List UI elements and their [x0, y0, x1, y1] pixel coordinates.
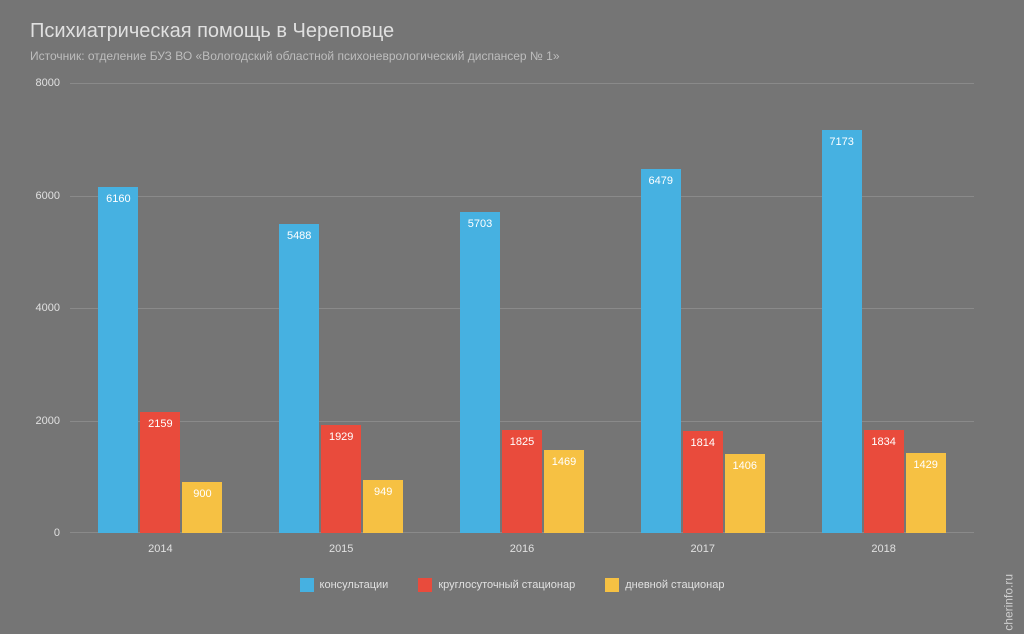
- bar: 1825: [502, 430, 542, 533]
- year-group: 548819299492015: [251, 83, 432, 533]
- bar-value-label: 1814: [691, 437, 715, 449]
- bar: 2159: [140, 412, 180, 533]
- year-group: 6479181414062017: [612, 83, 793, 533]
- bar: 6479: [641, 169, 681, 533]
- bar-value-label: 6479: [649, 175, 673, 187]
- y-tick-label: 2000: [36, 415, 60, 427]
- y-tick-label: 0: [54, 527, 60, 539]
- bar-value-label: 949: [374, 486, 392, 498]
- year-group: 5703182514692016: [432, 83, 613, 533]
- bar: 1469: [544, 450, 584, 533]
- chart-container: Психиатрическая помощь в Череповце Источ…: [0, 0, 1024, 602]
- plot-area: 02000400060008000 6160215990020145488192…: [70, 83, 974, 563]
- bars-area: 6160215990020145488192994920155703182514…: [70, 83, 974, 533]
- watermark: cherinfo.ru: [1002, 574, 1016, 631]
- legend-item: дневной стационар: [605, 578, 724, 592]
- bar-value-label: 1429: [913, 459, 937, 471]
- bar-value-label: 2159: [148, 418, 172, 430]
- bar-value-label: 1834: [871, 436, 895, 448]
- y-tick-label: 6000: [36, 190, 60, 202]
- bar: 7173: [822, 130, 862, 533]
- bar-value-label: 6160: [106, 193, 130, 205]
- bar-value-label: 5703: [468, 218, 492, 230]
- bar-value-label: 1406: [733, 460, 757, 472]
- legend-label: дневной стационар: [625, 579, 724, 591]
- x-tick-label: 2016: [510, 543, 534, 555]
- legend-item: консультации: [300, 578, 389, 592]
- legend-label: круглосуточный стационар: [438, 579, 575, 591]
- legend-swatch: [605, 578, 619, 592]
- y-axis: 02000400060008000: [30, 83, 65, 533]
- bar-value-label: 1929: [329, 431, 353, 443]
- bar: 5488: [279, 224, 319, 533]
- bar: 1429: [906, 453, 946, 533]
- bar-value-label: 1825: [510, 436, 534, 448]
- bar: 1929: [321, 425, 361, 534]
- bar-value-label: 7173: [829, 136, 853, 148]
- bar-value-label: 5488: [287, 230, 311, 242]
- bar: 949: [363, 480, 403, 533]
- legend: консультации круглосуточный стационар днев…: [30, 578, 994, 592]
- x-tick-label: 2018: [871, 543, 895, 555]
- bar: 1834: [864, 430, 904, 533]
- x-tick-label: 2015: [329, 543, 353, 555]
- x-tick-label: 2014: [148, 543, 172, 555]
- y-tick-label: 8000: [36, 77, 60, 89]
- bar: 5703: [460, 212, 500, 533]
- year-group: 616021599002014: [70, 83, 251, 533]
- bar: 1814: [683, 431, 723, 533]
- legend-swatch: [418, 578, 432, 592]
- bar: 1406: [725, 454, 765, 533]
- chart-subtitle: Источник: отделение БУЗ ВО «Вологодский …: [30, 49, 994, 63]
- year-group: 7173183414292018: [793, 83, 974, 533]
- chart-title: Психиатрическая помощь в Череповце: [30, 20, 994, 43]
- legend-item: круглосуточный стационар: [418, 578, 575, 592]
- y-tick-label: 4000: [36, 302, 60, 314]
- bar-value-label: 900: [193, 488, 211, 500]
- x-tick-label: 2017: [691, 543, 715, 555]
- bar: 6160: [98, 187, 138, 534]
- bar-value-label: 1469: [552, 456, 576, 468]
- legend-swatch: [300, 578, 314, 592]
- bar: 900: [182, 482, 222, 533]
- legend-label: консультации: [320, 579, 389, 591]
